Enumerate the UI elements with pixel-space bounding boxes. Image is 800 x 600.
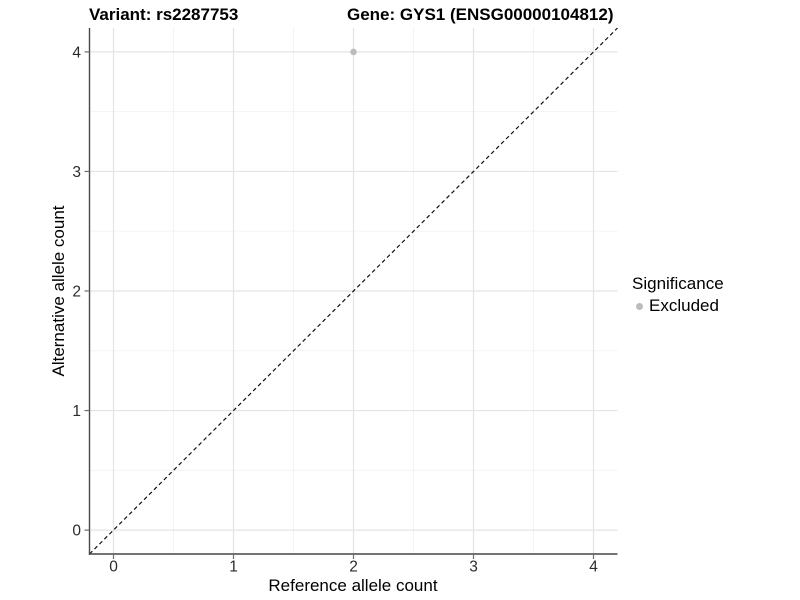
y-tick-label: 0 [72,523,81,540]
y-tick-label: 4 [72,44,81,61]
y-tick-label: 1 [72,403,81,420]
plot-title-gene: Gene: GYS1 (ENSG00000104812) [347,5,614,24]
y-axis-title: Alternative allele count [49,205,68,377]
x-axis-title: Reference allele count [268,576,438,595]
x-tick-label: 4 [589,559,598,576]
identity-reference-line [89,27,618,555]
excluded-point-swatch-icon [636,302,643,310]
x-tick-label: 2 [349,559,358,576]
legend: Significance Excluded [632,274,724,316]
legend-title: Significance [632,274,724,293]
x-tick-label: 3 [469,559,478,576]
x-tick-label: 0 [109,559,118,576]
plot-title-variant: Variant: rs2287753 [89,5,239,24]
legend-item-excluded: Excluded [632,296,724,316]
data-point-excluded [350,48,357,56]
x-tick-label: 1 [229,559,238,576]
legend-item-label: Excluded [649,296,719,315]
y-tick-label: 2 [72,284,81,301]
y-tick-label: 3 [72,164,81,181]
